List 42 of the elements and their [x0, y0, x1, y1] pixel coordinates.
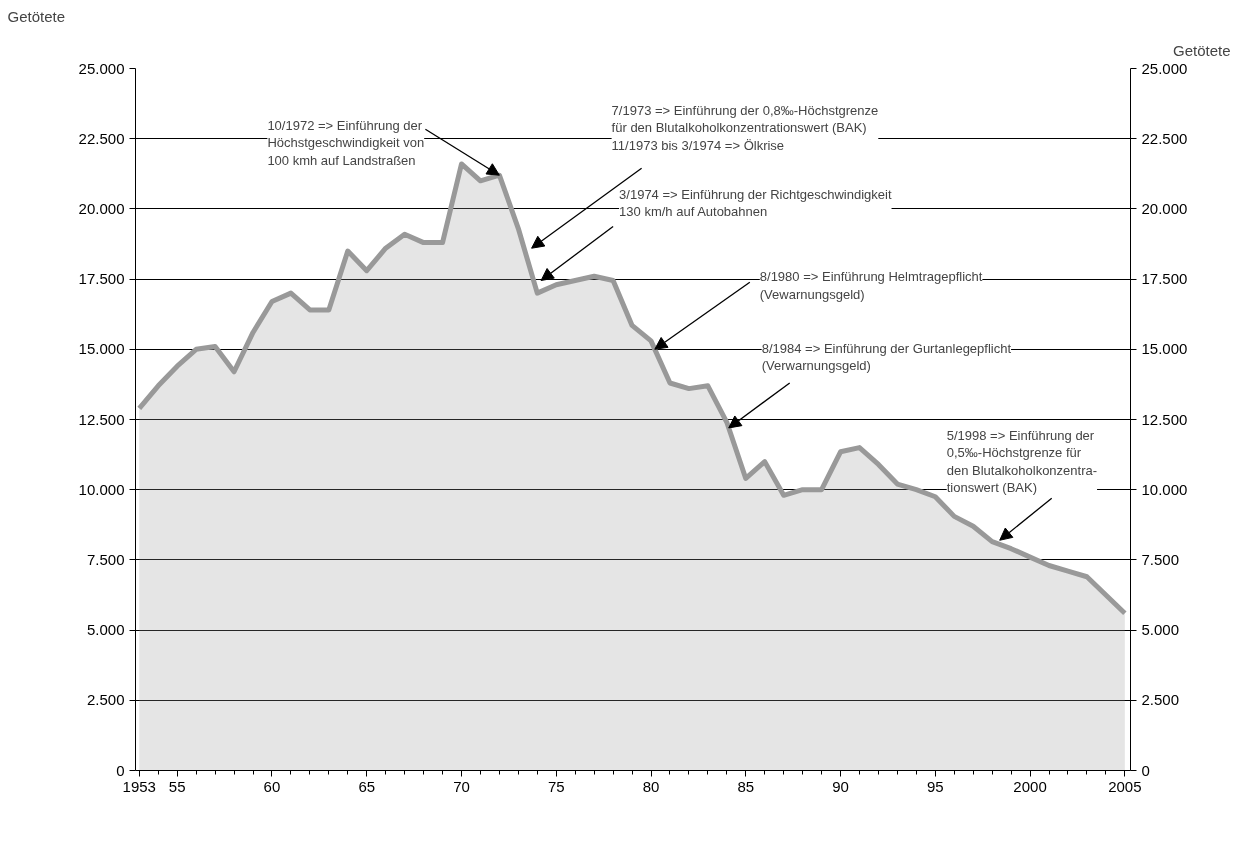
y2-tick-label: 25.000 — [1141, 59, 1188, 77]
y-tick-label: 20.000 — [78, 199, 125, 217]
y-tick-label: 5.000 — [86, 621, 125, 639]
annotation: 8/1980 => Einführung Helmtragepflicht (Vewarnungsgeld) — [759, 269, 983, 302]
annotation: 7/1973 => Einführung der 0,8‰-Höchstgrenze für den Blutalkoholkonzentrationswert (BAK) 11/1973 bis 3/1974 => Ölkrise — [611, 103, 879, 153]
y-tick-label: 22.500 — [78, 129, 125, 147]
annotation: 8/1984 => Einführung der Gurtanlegepflicht (Verwarnungsgeld) — [761, 340, 1012, 374]
x-tick-label: 55 — [168, 777, 186, 795]
y-tick-label: 0 — [116, 761, 125, 779]
y-tick-label: 2.500 — [86, 691, 125, 709]
y2-tick-label: 7.500 — [1141, 550, 1180, 568]
y-tick-label: 7.500 — [86, 550, 125, 568]
y2-tick-label: 5.000 — [1141, 621, 1180, 639]
y-tick-label: 10.000 — [78, 480, 125, 498]
x-tick-label: 95 — [926, 777, 944, 795]
annotation: 5/1998 => Einführung der 0,5‰-Höchstgrenze für den Blutalkoholkonzentra- tionswert (BAK) — [946, 428, 1098, 495]
annotation: 10/1972 => Einführung der Höchstgeschwindigkeit von 100 kmh auf Landstraßen — [267, 118, 425, 168]
x-tick-label: 60 — [263, 777, 281, 795]
y-axis-title: Getötete — [7, 7, 66, 25]
y2-tick-label: 20.000 — [1141, 199, 1188, 217]
y2-tick-label: 17.500 — [1141, 270, 1188, 288]
x-tick-label: 2005 — [1108, 777, 1142, 795]
y2-tick-label: 0 — [1141, 761, 1150, 779]
y2-axis-title: Getötete — [1172, 41, 1231, 59]
y-tick-label: 12.500 — [78, 410, 125, 428]
y2-tick-label: 12.500 — [1141, 410, 1188, 428]
y2-tick-label: 10.000 — [1141, 480, 1188, 498]
x-tick-label: 90 — [832, 777, 849, 795]
x-tick-label: 85 — [737, 777, 755, 795]
y2-tick-label: 15.000 — [1141, 340, 1188, 358]
y2-tick-label: 22.500 — [1141, 129, 1188, 147]
x-tick-label: 2000 — [1013, 777, 1047, 795]
y-tick-label: 15.000 — [78, 340, 125, 358]
x-tick-label: 75 — [547, 777, 565, 795]
annotation: 3/1974 => Einführung der Richtgeschwindigkeit 130 km/h auf Autobahnen — [619, 186, 892, 219]
y-tick-label: 25.000 — [78, 59, 125, 77]
x-tick-label: 1953 — [122, 777, 156, 795]
y-tick-label: 17.500 — [78, 270, 125, 288]
y2-tick-label: 2.500 — [1141, 691, 1180, 709]
x-tick-label: 80 — [642, 777, 660, 795]
x-tick-label: 65 — [358, 777, 376, 795]
x-tick-label: 70 — [453, 777, 470, 795]
